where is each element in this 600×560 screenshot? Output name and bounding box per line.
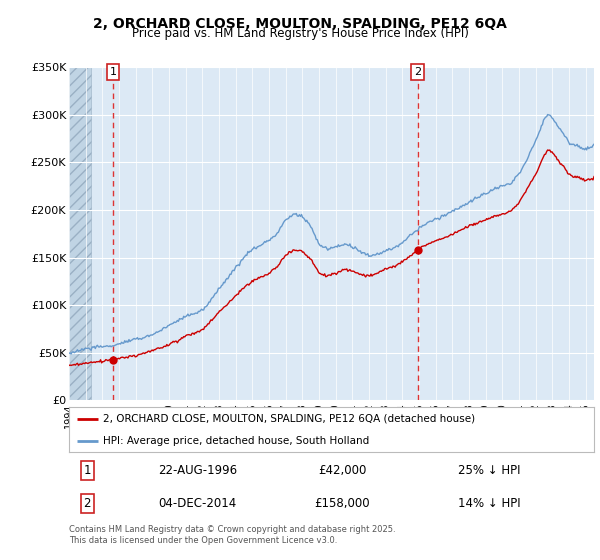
Text: Contains HM Land Registry data © Crown copyright and database right 2025.
This d: Contains HM Land Registry data © Crown c… bbox=[69, 525, 395, 545]
Text: 2: 2 bbox=[414, 67, 421, 77]
Bar bbox=[69, 67, 91, 400]
Text: 1: 1 bbox=[110, 67, 116, 77]
Text: £42,000: £42,000 bbox=[318, 464, 366, 477]
Text: 1: 1 bbox=[83, 464, 91, 477]
Text: 22-AUG-1996: 22-AUG-1996 bbox=[158, 464, 238, 477]
Text: £158,000: £158,000 bbox=[314, 497, 370, 510]
Text: 2, ORCHARD CLOSE, MOULTON, SPALDING, PE12 6QA: 2, ORCHARD CLOSE, MOULTON, SPALDING, PE1… bbox=[93, 17, 507, 31]
Text: 2: 2 bbox=[83, 497, 91, 510]
Text: 04-DEC-2014: 04-DEC-2014 bbox=[158, 497, 236, 510]
Text: HPI: Average price, detached house, South Holland: HPI: Average price, detached house, Sout… bbox=[103, 436, 370, 446]
Text: 25% ↓ HPI: 25% ↓ HPI bbox=[458, 464, 520, 477]
Text: 2, ORCHARD CLOSE, MOULTON, SPALDING, PE12 6QA (detached house): 2, ORCHARD CLOSE, MOULTON, SPALDING, PE1… bbox=[103, 414, 475, 424]
Text: 14% ↓ HPI: 14% ↓ HPI bbox=[458, 497, 520, 510]
Text: Price paid vs. HM Land Registry's House Price Index (HPI): Price paid vs. HM Land Registry's House … bbox=[131, 27, 469, 40]
